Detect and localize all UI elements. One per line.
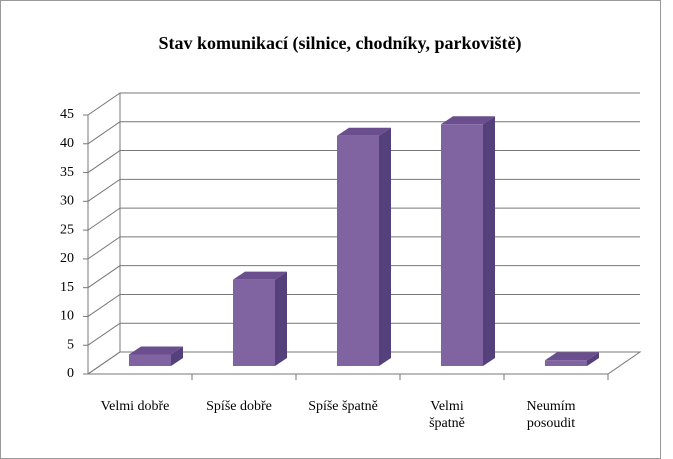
y-tick-label: 15 — [60, 280, 74, 295]
bar-side — [587, 352, 599, 366]
bar-side — [171, 346, 183, 366]
y-tick-label: 35 — [60, 165, 74, 180]
bar — [233, 279, 275, 366]
y-tick-label: 5 — [67, 337, 74, 352]
x-tick-label: Spíše špatně — [308, 399, 378, 414]
bar-top — [233, 271, 287, 280]
y-tick-label: 30 — [60, 194, 74, 209]
bar — [545, 360, 587, 366]
y-tick-label: 0 — [67, 366, 74, 381]
bar-top — [545, 352, 599, 361]
bar-top — [441, 116, 495, 125]
y-tick-label: 25 — [60, 222, 74, 237]
y-tick-label: 45 — [60, 107, 74, 122]
bar-side — [275, 271, 287, 366]
bar-side — [379, 127, 391, 367]
bar-top — [337, 127, 391, 136]
chart-title: Stav komunikací (silnice, chodníky, park… — [158, 33, 521, 54]
bar — [441, 124, 483, 367]
bar-top — [129, 346, 183, 355]
x-tick-label: Velmi špatně — [429, 399, 465, 431]
y-tick-label: 40 — [60, 136, 74, 151]
bar — [129, 354, 171, 366]
y-tick-label: 20 — [60, 251, 74, 266]
y-tick-label: 10 — [60, 309, 74, 324]
bar-side — [483, 116, 495, 367]
x-tick-label: Velmi dobře — [100, 399, 170, 414]
grid-line — [87, 92, 640, 116]
x-tick-label: Spíše dobře — [206, 399, 272, 414]
bar — [337, 135, 379, 366]
x-tick-label: Neumím posoudit — [526, 399, 576, 431]
